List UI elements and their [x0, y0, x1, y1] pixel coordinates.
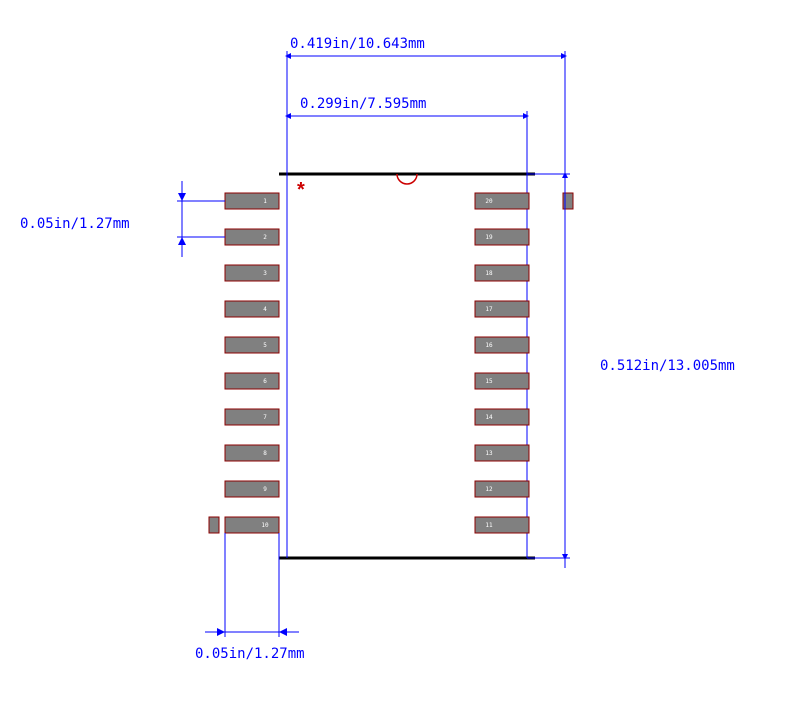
- index-mark-left: [209, 517, 219, 533]
- pin-pad: [475, 229, 529, 245]
- dim-pad-width-label: 0.05in/1.27mm: [195, 646, 305, 662]
- dim-pitch-label: 0.05in/1.27mm: [20, 216, 130, 232]
- pin-pad: [475, 445, 529, 461]
- pin-pad: [475, 481, 529, 497]
- pin-number: 7: [263, 414, 267, 421]
- pcb-footprint-diagram: * 12345678910 20191817161514131211 0.419…: [0, 0, 800, 721]
- dim-outer-width-label: 0.419in/10.643mm: [290, 36, 425, 52]
- pin-pad: [475, 265, 529, 281]
- dim-inner-width: 0.299in/7.595mm: [287, 96, 527, 174]
- dim-pitch: 0.05in/1.27mm: [20, 181, 225, 257]
- pin-number: 18: [485, 270, 493, 277]
- pin-pad: [225, 445, 279, 461]
- pin-number: 8: [263, 450, 267, 457]
- pin-pad: [225, 265, 279, 281]
- pin-number: 14: [485, 414, 493, 421]
- pin-pad: [475, 301, 529, 317]
- pin-number: 2: [263, 234, 267, 241]
- pin-number: 16: [485, 342, 493, 349]
- pin-pad: [475, 409, 529, 425]
- pin-number: 19: [485, 234, 493, 241]
- pin-number: 20: [485, 198, 493, 205]
- pin-number: 3: [263, 270, 267, 277]
- pins-left-group: 1 2 3 4 5 6 7 8 9 10: [225, 193, 279, 533]
- dim-pad-width: 0.05in/1.27mm: [195, 533, 305, 662]
- pin-number: 4: [263, 306, 267, 313]
- pin-pad: [225, 481, 279, 497]
- pin-number: 9: [263, 486, 267, 493]
- pin-number: 17: [485, 306, 493, 313]
- pins-right-group: 20 19 18 17 16 15 14 13 12 11: [475, 193, 529, 533]
- pin-pad: [475, 337, 529, 353]
- dim-height: 0.512in/13.005mm: [527, 174, 735, 558]
- pin-number: 13: [485, 450, 493, 457]
- pin-number: 10: [261, 522, 269, 529]
- pin-pad: [225, 517, 279, 533]
- pin-pad: [225, 229, 279, 245]
- pin1-star-icon: *: [297, 179, 305, 201]
- pin-pad: [475, 373, 529, 389]
- pin-number: 15: [485, 378, 493, 385]
- pin-number: 6: [263, 378, 267, 385]
- pin-number: 12: [485, 486, 493, 493]
- pin-number: 5: [263, 342, 267, 349]
- pin-pad: [225, 193, 279, 209]
- pin-number: 11: [485, 522, 493, 529]
- pin-number: 1: [263, 198, 267, 205]
- dim-inner-width-label: 0.299in/7.595mm: [300, 96, 426, 112]
- pin-pad: [225, 337, 279, 353]
- dim-height-label: 0.512in/13.005mm: [600, 358, 735, 374]
- pin-pad: [225, 409, 279, 425]
- pin-pad: [475, 193, 529, 209]
- pin-pad: [225, 301, 279, 317]
- pin-pad: [475, 517, 529, 533]
- pin-pad: [225, 373, 279, 389]
